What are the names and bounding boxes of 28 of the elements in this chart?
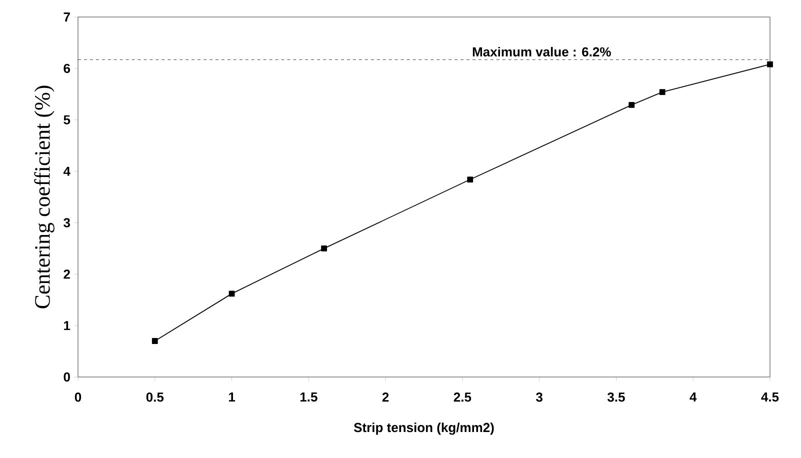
x-tick-label: 3.5 [607,392,625,402]
point [767,61,773,68]
x-tick-label: 4 [690,392,697,402]
y-tick-label: 0 [64,372,70,382]
y-tick-label: 1 [64,321,70,330]
y-tick-label: 3 [64,218,70,228]
x-tick-label: 1.5 [300,392,318,402]
x-tick-label: 0 [74,392,82,402]
y-tick-label: 2 [64,270,70,279]
x-tick-label: 0.5 [146,392,164,402]
ref-line-label: Maximum value : 6.2% [472,46,611,56]
y-tick-label: 5 [64,115,70,124]
x-tick-label: 4.5 [761,392,779,402]
point [467,176,474,182]
y-axis-title: Centering coefficient (%) [34,86,54,308]
x-tick-label: 1 [228,392,236,402]
point [321,245,327,252]
point [659,89,666,96]
point [628,102,635,108]
x-tick-label: 2 [382,392,389,402]
x-tick-label: 3 [536,392,542,402]
point [152,338,158,344]
y-tick-label: 4 [63,166,70,176]
point [228,290,235,297]
y-tick-label: 7 [64,12,70,22]
y-tick-label: 6 [64,64,70,74]
x-tick-label: 2.5 [454,392,472,402]
x-axis-title: Strip tension (kg/mm2) [354,422,494,435]
